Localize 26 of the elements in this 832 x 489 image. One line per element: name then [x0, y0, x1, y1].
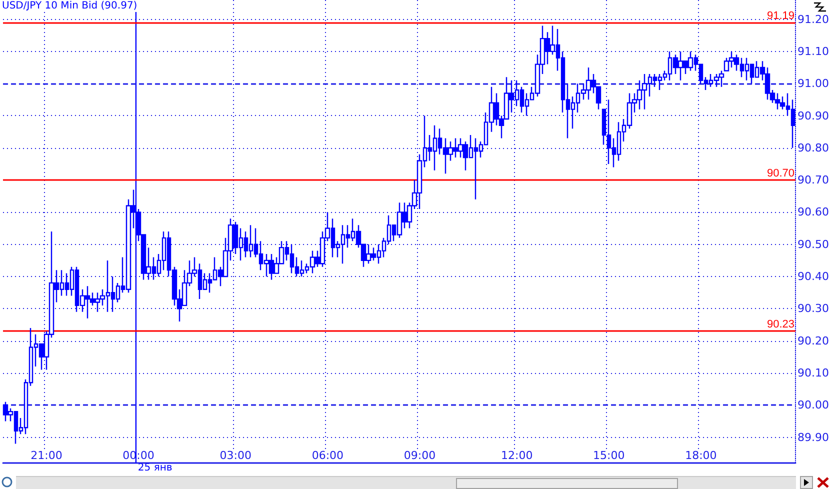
- x-tick-label: 06:00: [312, 449, 344, 462]
- x-tick-label: 15:00: [593, 449, 625, 462]
- x-tick-label: 12:00: [501, 449, 533, 462]
- ref-line-label: 90.23: [766, 318, 795, 331]
- x-tick-label: 18:00: [685, 449, 717, 462]
- y-tick-label: 91.10: [798, 44, 830, 58]
- y-tick-label: 90.20: [798, 334, 830, 348]
- y-tick-label: 89.90: [798, 430, 830, 444]
- y-tick-label: 90.30: [798, 302, 830, 316]
- ref-line-label: 90.70: [766, 168, 795, 180]
- x-tick-label: 09:00: [404, 449, 436, 462]
- x-tick-label: 21:00: [30, 449, 62, 462]
- y-tick-label: 90.60: [798, 206, 830, 219]
- y-tick-label: 91.20: [798, 12, 830, 26]
- x-tick-label: 03:00: [220, 449, 252, 462]
- y-tick-label: 90.00: [798, 398, 830, 412]
- ref-line-label: 91.19: [766, 10, 795, 22]
- y-tick-label: 91.00: [798, 77, 830, 90]
- chart-title: USD/JPY 10 Min Bid (90.97): [2, 0, 138, 12]
- y-tick-label: 90.80: [798, 141, 830, 154]
- annotation: 25 янв: [138, 462, 172, 474]
- y-tick-label: 90.50: [798, 238, 830, 251]
- y-tick-label: 90.10: [798, 366, 830, 380]
- y-tick-label: 90.40: [798, 270, 830, 284]
- y-tick-label: 90.70: [798, 174, 830, 187]
- y-tick-label: 90.90: [798, 109, 830, 122]
